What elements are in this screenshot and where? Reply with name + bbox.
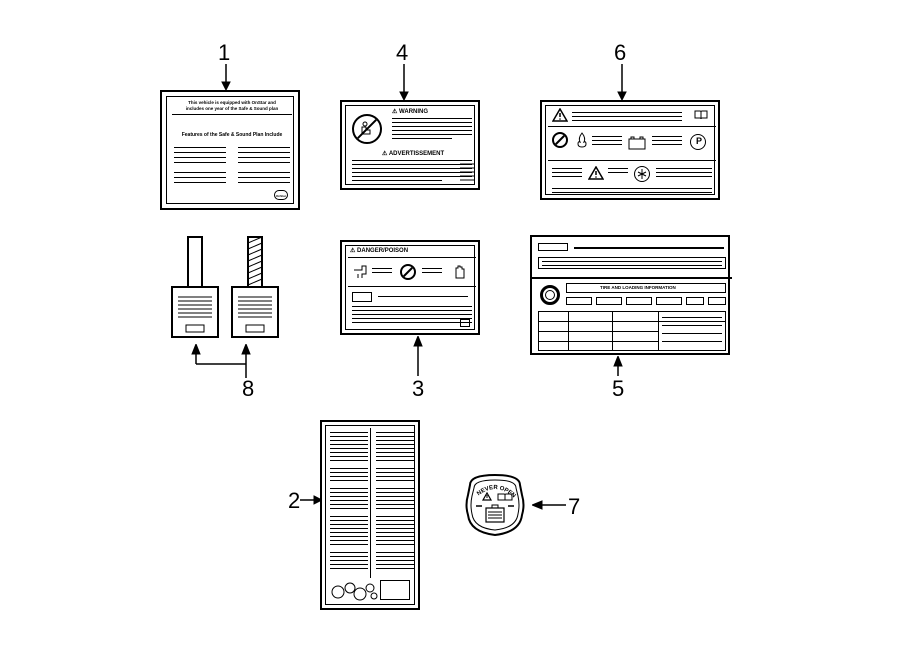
label-symbols: P	[540, 100, 720, 200]
arrow-5	[613, 356, 623, 376]
label-tire: TIRE AND LOADING INFORMATION	[530, 235, 730, 355]
prohibit-icon-2	[400, 264, 416, 280]
child-seat-icon	[358, 120, 376, 138]
battery-icon	[628, 136, 646, 150]
onstar-brand: OnStar	[276, 194, 286, 198]
tire-head: TIRE AND LOADING INFORMATION	[600, 285, 676, 290]
arrow-1	[221, 64, 231, 90]
label-warning: ⚠ WARNING ⚠ ADVERTISSEMENT	[340, 100, 480, 190]
prohibit-icon	[552, 132, 568, 148]
label-onstar: This vehicle is equipped with OnStar and…	[160, 90, 300, 210]
callout-1: 1	[218, 40, 230, 66]
warning-triangle-icon-2	[588, 166, 604, 180]
callout-2: 2	[288, 488, 300, 514]
arrow-8	[186, 344, 256, 378]
warning-triangle-icon	[552, 108, 568, 122]
onstar-subhead: Features of the Safe & Sound Plan Includ…	[174, 132, 290, 138]
callout-3: 3	[412, 376, 424, 402]
callout-8: 8	[242, 376, 254, 402]
circles-cluster-icon	[330, 578, 380, 602]
arrow-4	[399, 64, 409, 100]
hand-icon	[452, 264, 468, 280]
callout-7: 7	[568, 494, 580, 520]
tap-icon	[352, 264, 368, 280]
key-tag-left	[170, 235, 220, 345]
danger-head: ⚠ DANGER/POISON	[350, 247, 408, 254]
manual-icon	[694, 110, 708, 120]
flame-icon	[576, 132, 588, 148]
arrow-7	[532, 500, 566, 510]
callout-5: 5	[612, 376, 624, 402]
callout-6: 6	[614, 40, 626, 66]
warning-head1: ⚠ WARNING	[392, 108, 428, 115]
onstar-title1: This vehicle is equipped with OnStar and	[174, 100, 290, 105]
arrow-2	[300, 495, 322, 505]
arrow-6	[617, 64, 627, 100]
onstar-title2: includes one year of the Safe & Sound pl…	[174, 106, 290, 111]
diagram-canvas: This vehicle is equipped with OnStar and…	[0, 0, 900, 661]
label-ac	[320, 420, 420, 610]
label-danger: ⚠ DANGER/POISON	[340, 240, 480, 335]
key-tag-right	[230, 235, 280, 345]
stripe-corner-icon	[460, 160, 474, 184]
callout-4: 4	[396, 40, 408, 66]
arrow-3	[413, 336, 423, 376]
label-cap: NEVER OPEN HOT!	[460, 470, 530, 540]
warning-head2: ⚠ ADVERTISSEMENT	[382, 150, 444, 157]
fan-blades-icon	[636, 168, 648, 180]
